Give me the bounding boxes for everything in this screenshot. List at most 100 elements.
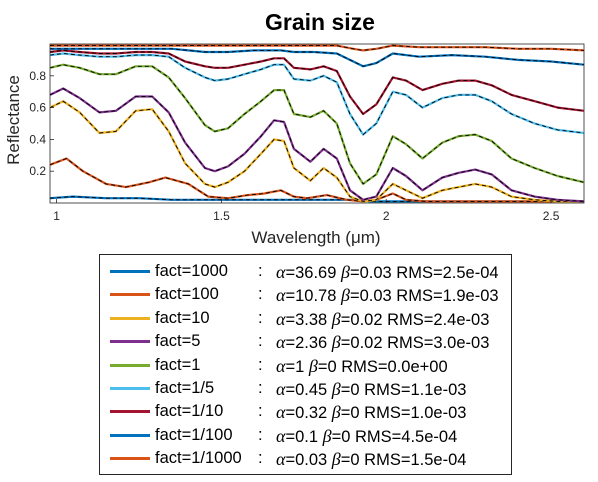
legend-item: fact=1/10: α=0.32 β=0 RMS=1.0e-03: [100, 400, 511, 424]
y-tick-label-3: 0.6: [29, 101, 46, 115]
legend-series-name: fact=100: [155, 285, 219, 304]
legend-rms: RMS=4.5e-04: [355, 427, 458, 446]
legend-alpha: =0.1: [285, 427, 323, 446]
series-line-8: [50, 47, 585, 68]
legend-rms: RMS=1.9e-03: [396, 287, 499, 306]
legend-params: α=3.38 β=0.02 RMS=2.4e-03: [276, 308, 490, 329]
legend-separator: :: [258, 285, 263, 304]
legend-series-name: fact=1/1000: [155, 449, 242, 468]
legend-separator: :: [258, 425, 263, 444]
legend-item: fact=100: α=10.78 β=0.03 RMS=1.9e-03: [100, 283, 511, 307]
series-line-6: [49, 52, 585, 136]
series-line-7: [49, 49, 585, 116]
y-tick-label-2: 0.4: [29, 132, 46, 146]
y-axis-label: Reflectance: [4, 75, 23, 165]
legend-swatch: [110, 340, 150, 344]
series-line-2: [49, 157, 584, 203]
legend-swatch: [110, 410, 150, 414]
legend-separator: :: [258, 449, 263, 468]
legend-series-name: fact=10: [155, 308, 210, 327]
legend-item: fact=1/100: α=0.1 β=0 RMS=4.5e-04: [100, 424, 511, 448]
legend-params: α=2.36 β=0.02 RMS=3.0e-03: [276, 332, 490, 353]
y-tick-label-4: 0.8: [29, 69, 46, 83]
legend-item: fact=1: α=1 β=0 RMS=0.0e+00: [100, 354, 511, 378]
legend-series-name: fact=1/100: [155, 425, 233, 444]
legend-rms: RMS=1.1e-03: [364, 381, 467, 399]
series-fit-7: [49, 49, 585, 115]
legend-rms: RMS=1.0e-03: [364, 404, 467, 423]
series-layer: [49, 44, 585, 203]
legend-beta: =0.02: [340, 334, 388, 353]
x-tick-label-3: 2: [383, 209, 390, 223]
legend-beta: =0.03: [349, 287, 397, 306]
legend-params: α=36.69 β=0.03 RMS=2.5e-04: [276, 262, 499, 282]
legend-item: fact=5: α=2.36 β=0.02 RMS=3.0e-03: [100, 330, 511, 354]
legend-alpha: =0.45: [285, 381, 332, 399]
legend-series-name: fact=1000: [155, 262, 228, 280]
legend-params: α=0.45 β=0 RMS=1.1e-03: [276, 379, 467, 399]
legend-beta: =0.02: [340, 310, 388, 329]
series-fit-5: [49, 64, 585, 185]
legend-rms: RMS=3.0e-03: [387, 334, 490, 353]
series-fit-3: [49, 100, 584, 202]
series-fit-2: [49, 157, 584, 202]
legend-rms: RMS=1.5e-04: [364, 451, 467, 470]
legend-params: α=0.1 β=0 RMS=4.5e-04: [276, 425, 458, 446]
legend-swatch: [110, 316, 150, 320]
legend-separator: :: [258, 402, 263, 421]
legend-params: α=10.78 β=0.03 RMS=1.9e-03: [276, 285, 499, 306]
x-tick-label-1: 1: [53, 209, 60, 223]
legend-separator: :: [258, 262, 263, 280]
legend-series-name: fact=1/5: [155, 379, 215, 397]
legend-rms: RMS=2.4e-03: [387, 310, 490, 329]
legend-params: α=0.32 β=0 RMS=1.0e-03: [276, 402, 467, 423]
legend-separator: :: [258, 332, 263, 351]
legend-separator: :: [258, 355, 263, 374]
legend-swatch: [110, 293, 150, 297]
series-line-5: [49, 63, 585, 185]
legend-item: fact=1/5: α=0.45 β=0 RMS=1.1e-03: [100, 377, 511, 401]
x-tick-label-4: 2.5: [543, 209, 560, 223]
legend-swatch: [110, 433, 150, 437]
legend-series-name: fact=5: [155, 332, 201, 351]
y-tick-label-1: 0.2: [29, 164, 46, 178]
legend-swatch: [110, 363, 150, 367]
x-tick-label-2: 1.5: [213, 209, 230, 223]
legend-beta: =0.03: [349, 264, 397, 282]
plot-area: 1 1.5 2 2.5 0.2 0.4 0.6 0.8: [29, 43, 585, 223]
legend-separator: :: [258, 308, 263, 327]
legend: fact=1000: α=36.69 β=0.03 RMS=2.5e-04 fact…: [99, 254, 512, 475]
legend-swatch: [110, 387, 150, 390]
legend-beta: =0: [331, 427, 355, 446]
legend-rms: RMS=0.0e+00: [341, 357, 448, 376]
legend-alpha: =1: [285, 357, 309, 376]
legend-alpha: =0.32: [285, 404, 332, 423]
legend-series-name: fact=1/10: [155, 402, 224, 421]
legend-alpha: =2.36: [285, 334, 332, 353]
legend-separator: :: [258, 379, 263, 397]
legend-params: α=0.03 β=0 RMS=1.5e-04: [276, 449, 467, 470]
ticks-layer: 1 1.5 2 2.5 0.2 0.4 0.6 0.8: [29, 69, 559, 223]
series-fit-6: [49, 53, 585, 136]
legend-item: fact=10: α=3.38 β=0.02 RMS=2.4e-03: [100, 307, 511, 331]
legend-rms: RMS=2.5e-04: [396, 264, 499, 282]
legend-alpha: =10.78: [285, 287, 341, 306]
legend-swatch: [110, 270, 150, 273]
legend-beta: =0: [340, 404, 365, 423]
legend-swatch: [110, 457, 150, 461]
series-fit-4: [49, 87, 585, 202]
legend-alpha: =36.69: [285, 264, 341, 282]
chart-title: Grain size: [265, 9, 375, 35]
legend-item: fact=1000: α=36.69 β=0.03 RMS=2.5e-04: [100, 260, 511, 284]
legend-beta: =0: [340, 451, 365, 470]
series-fit-9: [50, 45, 585, 51]
legend-alpha: =3.38: [285, 310, 332, 329]
legend-alpha: =0.03: [285, 451, 332, 470]
series-line-4: [49, 87, 585, 203]
x-axis-label: Wavelength (μm): [251, 228, 380, 247]
legend-series-name: fact=1: [155, 355, 201, 374]
plot-frame: [49, 43, 585, 204]
legend-beta: =0: [317, 357, 342, 376]
legend-params: α=1 β=0 RMS=0.0e+00: [276, 355, 448, 376]
